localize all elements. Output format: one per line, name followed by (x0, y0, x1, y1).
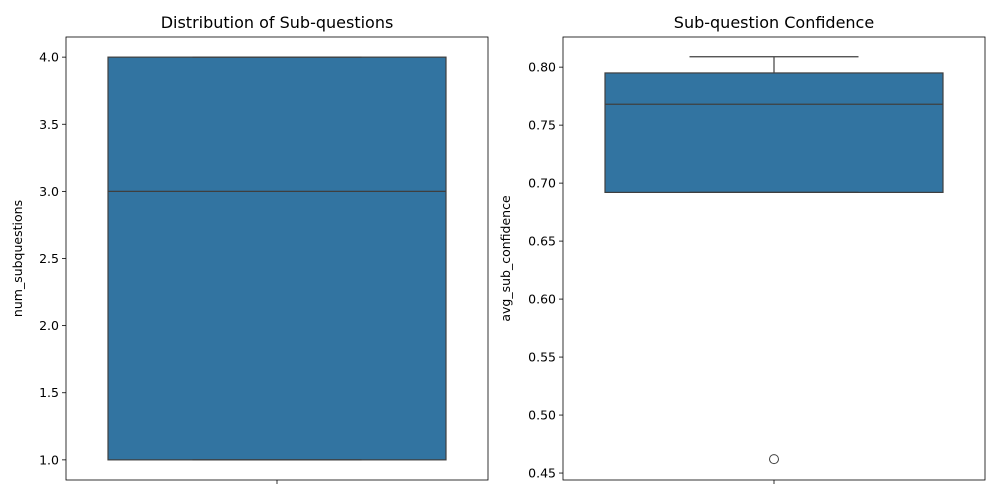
chart-title: Sub-question Confidence (674, 13, 874, 32)
y-tick-label: 0.55 (528, 350, 556, 365)
y-tick-label: 0.80 (528, 60, 556, 75)
y-tick-label: 1.0 (39, 452, 59, 467)
outlier-point (769, 454, 779, 465)
y-tick-label: 2.5 (39, 251, 59, 266)
y-tick-label: 1.5 (39, 385, 59, 400)
y-tick-label: 3.5 (39, 117, 59, 132)
y-tick-label: 0.75 (528, 118, 556, 133)
chart-title: Distribution of Sub-questions (161, 13, 394, 32)
y-tick-label: 0.45 (528, 466, 556, 481)
y-tick-label: 2.0 (39, 318, 59, 333)
y-tick-label: 0.65 (528, 234, 556, 249)
y-tick-label: 4.0 (39, 50, 59, 65)
y-tick-label: 0.60 (528, 292, 556, 307)
y-tick-label: 3.0 (39, 184, 59, 199)
subplot-subquestion-confidence: 0.45 0.50 0.55 0.60 0.65 0.70 0.75 0.80 Sub-ques… (498, 13, 986, 484)
y-tick-label: 0.50 (528, 408, 556, 423)
subplot-distribution-of-subquestions: 1.0 1.5 2.0 2.5 3.0 3.5 4.0 Distribution of Sub… (10, 13, 489, 484)
box-iqr (107, 56, 447, 461)
box-iqr (604, 72, 944, 193)
y-axis-label: avg_sub_confidence (498, 195, 513, 322)
y-axis-label: num_subquestions (10, 200, 25, 317)
y-tick-label: 0.70 (528, 176, 556, 191)
